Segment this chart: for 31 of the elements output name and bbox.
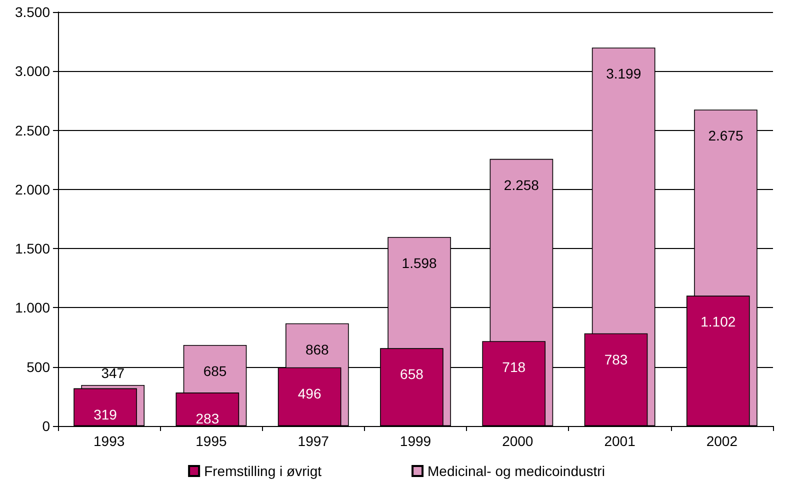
legend-label: Medicinal- og medicoindustri — [428, 463, 605, 479]
y-tick-label: 3.500 — [14, 4, 50, 20]
x-tick-label: 1995 — [196, 433, 227, 449]
x-tick-label: 2000 — [502, 433, 534, 449]
data-label: 1.598 — [402, 254, 438, 271]
x-tick-label: 1999 — [400, 433, 432, 449]
data-label: 718 — [502, 359, 526, 376]
data-label: 347 — [101, 364, 125, 381]
x-tick-label: 2002 — [706, 433, 738, 449]
y-tick-label: 2.000 — [14, 181, 50, 198]
data-label: 2.258 — [504, 176, 540, 193]
y-tick-label: 0 — [42, 418, 50, 434]
data-label: 1.102 — [700, 314, 736, 330]
data-label: 3.199 — [606, 66, 642, 82]
data-label: 283 — [196, 410, 220, 427]
data-label: 658 — [400, 366, 424, 382]
data-label: 319 — [94, 406, 118, 422]
y-tick-label: 1.000 — [14, 300, 50, 316]
x-tick-label: 2001 — [604, 433, 636, 449]
y-tick-label: 500 — [26, 358, 50, 375]
y-tick-label: 2.500 — [14, 122, 50, 138]
data-label: 2.675 — [708, 128, 744, 144]
y-tick-label: 1.500 — [14, 240, 50, 257]
legend-label: Fremstilling i øvrigt — [204, 463, 322, 479]
data-label: 868 — [305, 341, 330, 358]
x-tick-label: 1997 — [298, 433, 330, 449]
data-label: 685 — [203, 362, 227, 379]
y-tick-label: 3.000 — [14, 63, 50, 80]
x-tick-label: 1993 — [93, 433, 125, 449]
data-label: 783 — [604, 351, 628, 368]
data-label: 496 — [298, 385, 322, 402]
